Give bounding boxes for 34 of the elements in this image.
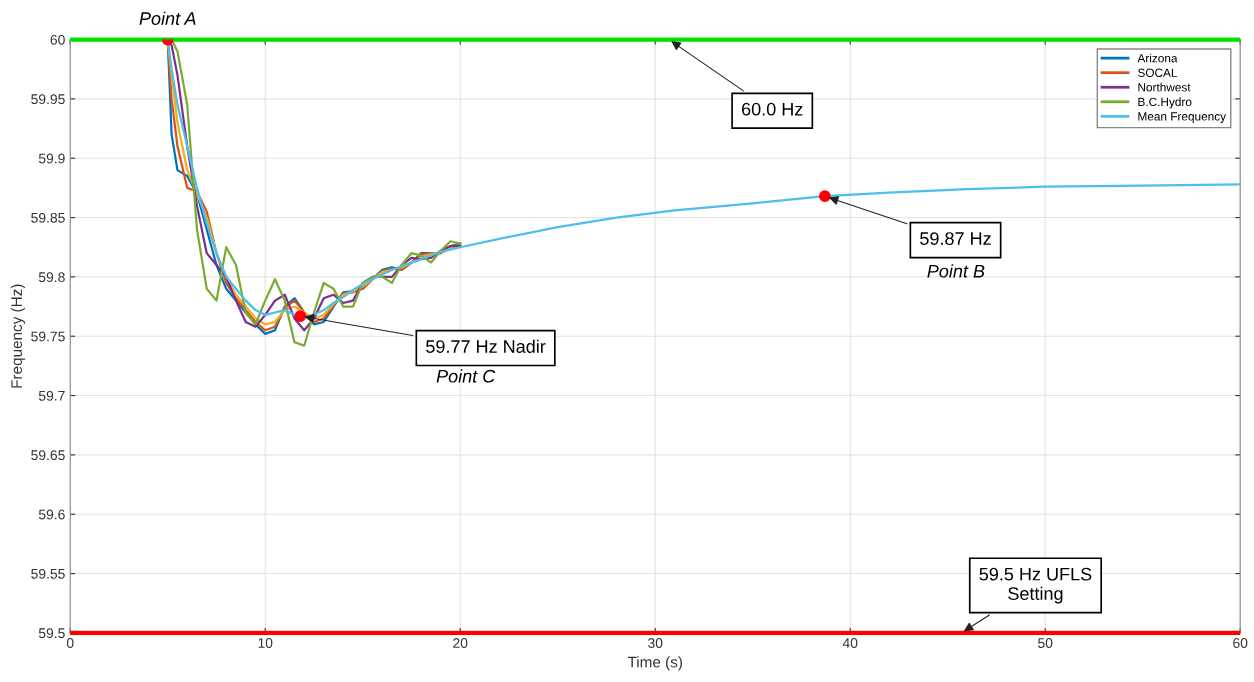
legend-label: Mean Frequency: [1138, 112, 1227, 123]
point: [819, 190, 831, 203]
annotation: Point C: [436, 369, 496, 383]
y-tick-label: 60: [50, 34, 65, 45]
x-tick-label: 0: [66, 638, 74, 648]
y-tick-label: 59.6: [38, 509, 65, 520]
y-tick-label: 59.95: [31, 94, 65, 105]
x-tick-label: 10: [258, 638, 273, 648]
x-tick-label: 20: [453, 638, 468, 648]
annotation: Point A: [139, 11, 196, 25]
y-axis-title: Frequency (Hz): [10, 284, 26, 388]
y-tick-label: 59.65: [31, 450, 65, 461]
y-tick-label: 59.7: [38, 390, 65, 401]
annotation: 59.77 Hz Nadir: [426, 339, 546, 353]
annotation: Point B: [927, 264, 985, 278]
ref-line-label: 59.5 Hz UFLS Setting: [979, 567, 1092, 604]
legend-label: SOCAL: [1138, 68, 1178, 77]
y-tick-label: 59.75: [31, 331, 65, 342]
y-tick-label: 59.85: [31, 212, 65, 223]
x-tick-label: 40: [842, 638, 858, 648]
x-tick-label: 30: [648, 638, 663, 648]
y-tick-label: 59.5: [38, 628, 65, 639]
point: [294, 310, 307, 322]
annotation: 59.87 Hz: [920, 232, 991, 245]
x-tick-label: 50: [1038, 638, 1053, 648]
legend-label: Arizona: [1137, 53, 1178, 63]
y-tick-label: 59.55: [31, 568, 65, 579]
x-tick-label: 60: [1233, 638, 1248, 648]
x-axis-title: Time (s): [627, 656, 682, 671]
legend-label: Northwest: [1138, 82, 1191, 92]
y-tick-label: 59.8: [38, 272, 65, 283]
y-tick-label: 59.9: [38, 153, 65, 164]
legend-label: B.C.Hydro: [1138, 97, 1192, 109]
ref-line-label: 60.0 Hz: [742, 102, 803, 116]
